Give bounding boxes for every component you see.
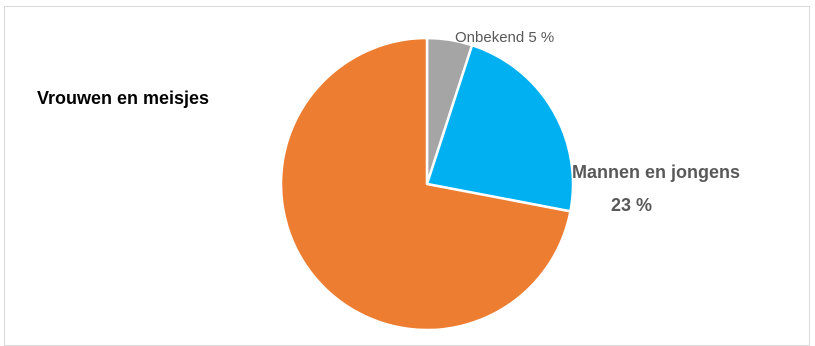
- pie-chart: Onbekend 5 % Vrouwen en meisjes Mannen e…: [37, 29, 740, 332]
- data-label-onbekend: Onbekend 5 %: [455, 29, 554, 46]
- data-label-mannen-en-jongens-value: 23 %: [611, 195, 652, 215]
- data-label-vrouwen-en-meisjes: Vrouwen en meisjes: [37, 88, 209, 108]
- data-label-mannen-en-jongens-name: Mannen en jongens: [572, 162, 740, 182]
- pie-slice-vrouwen-en-meisjes: [279, 36, 572, 332]
- pie-slice-mannen-en-jongens: [425, 43, 575, 213]
- pie-slices: [279, 36, 575, 332]
